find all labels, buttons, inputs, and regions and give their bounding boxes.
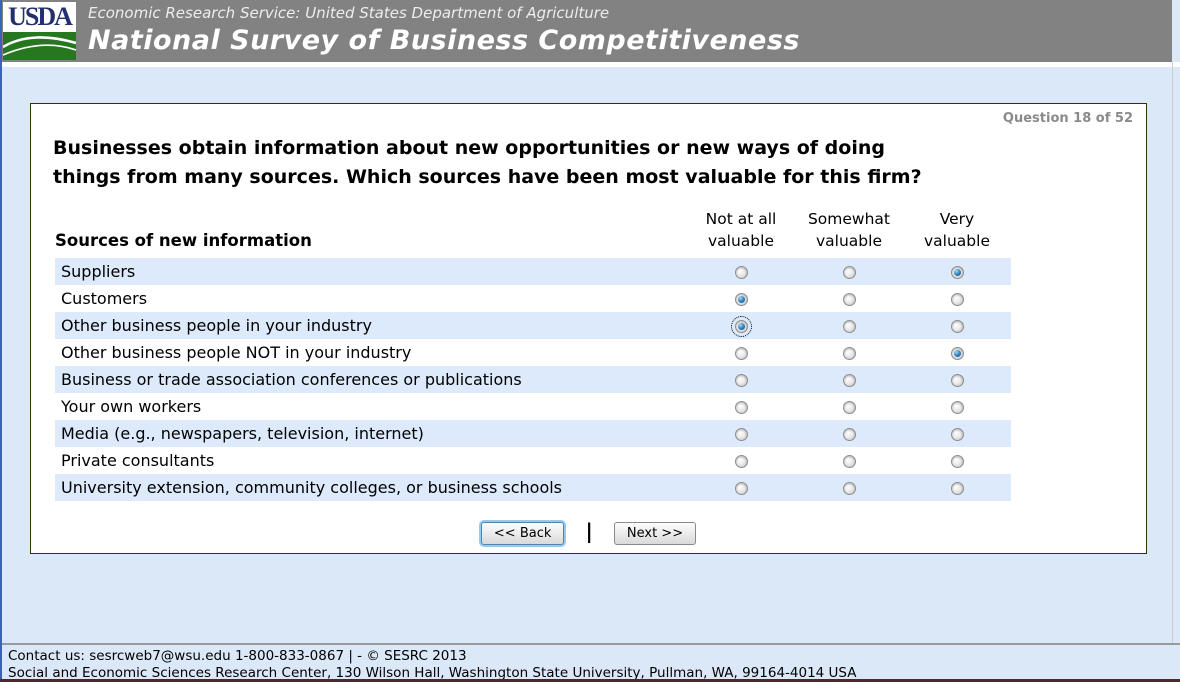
question-progress: Question 18 of 52: [1002, 111, 1133, 126]
radio-very-valuable[interactable]: [950, 266, 964, 279]
row-label: Media (e.g., newspapers, television, int…: [61, 424, 424, 443]
navigation-buttons: << Back | Next >>: [31, 519, 1146, 545]
radio-cell: [795, 258, 903, 285]
radio-cell: [903, 393, 1011, 420]
radio-cell: [687, 420, 795, 447]
radio-somewhat-valuable[interactable]: [842, 374, 856, 387]
radio-not-at-all-valuable[interactable]: [734, 455, 748, 468]
radio-cell: [795, 312, 903, 339]
button-separator: |: [585, 519, 593, 543]
table-row: University extension, community colleges…: [55, 474, 1011, 501]
table-row: Other business people NOT in your indust…: [55, 339, 1011, 366]
radio-cell: [795, 339, 903, 366]
sources-matrix-table: Sources of new information Not at all va…: [55, 208, 1011, 501]
survey-title: National Survey of Business Competitiven…: [88, 25, 800, 56]
question-card: Question 18 of 52 Businesses obtain info…: [30, 103, 1147, 554]
back-button[interactable]: << Back: [480, 521, 565, 545]
radio-cell: [687, 339, 795, 366]
radio-somewhat-valuable[interactable]: [842, 428, 856, 441]
matrix-row-header: Sources of new information: [55, 231, 312, 250]
radio-very-valuable[interactable]: [950, 347, 964, 360]
row-label: Your own workers: [61, 397, 202, 416]
row-label: Other business people in your industry: [61, 316, 372, 335]
radio-very-valuable[interactable]: [950, 320, 964, 333]
table-row: Your own workers: [55, 393, 1011, 420]
column-header-very: Very valuable: [924, 210, 990, 250]
table-row: Private consultants: [55, 447, 1011, 474]
window-right-edge: [1172, 62, 1173, 682]
radio-cell: [903, 339, 1011, 366]
radio-very-valuable[interactable]: [950, 455, 964, 468]
radio-not-at-all-valuable[interactable]: [734, 374, 748, 387]
row-label: Other business people NOT in your indust…: [61, 343, 412, 362]
window-bottom-edge: [0, 679, 1180, 682]
radio-somewhat-valuable[interactable]: [842, 347, 856, 360]
next-button[interactable]: Next >>: [613, 521, 697, 545]
radio-cell: [903, 312, 1011, 339]
radio-cell: [687, 366, 795, 393]
row-label: Suppliers: [61, 262, 136, 281]
radio-not-at-all-valuable[interactable]: [734, 401, 748, 414]
radio-cell: [903, 285, 1011, 312]
radio-cell: [795, 474, 903, 501]
radio-cell: [795, 393, 903, 420]
radio-cell: [687, 447, 795, 474]
radio-not-at-all-valuable[interactable]: [734, 266, 748, 279]
window-left-edge: [0, 0, 2, 682]
radio-cell: [687, 474, 795, 501]
column-header-not-at-all: Not at all valuable: [705, 210, 777, 250]
app-header: USDA Economic Research Service: United S…: [2, 0, 1172, 62]
row-label: Business or trade association conference…: [61, 370, 522, 389]
radio-somewhat-valuable[interactable]: [842, 482, 856, 495]
table-row: Customers: [55, 285, 1011, 312]
table-row: Other business people in your industry: [55, 312, 1011, 339]
radio-cell: [795, 366, 903, 393]
radio-cell: [903, 366, 1011, 393]
usda-field-icon: [3, 32, 76, 60]
column-header-somewhat: Somewhat valuable: [807, 210, 891, 250]
radio-not-at-all-valuable[interactable]: [734, 428, 748, 441]
radio-very-valuable[interactable]: [950, 374, 964, 387]
row-label: University extension, community colleges…: [61, 478, 563, 497]
radio-somewhat-valuable[interactable]: [842, 401, 856, 414]
radio-very-valuable[interactable]: [950, 428, 964, 441]
table-row: Suppliers: [55, 258, 1011, 285]
radio-somewhat-valuable[interactable]: [842, 455, 856, 468]
page-footer: Contact us: sesrcweb7@wsu.edu 1-800-833-…: [0, 643, 1180, 682]
table-row: Business or trade association conference…: [55, 366, 1011, 393]
radio-cell: [687, 393, 795, 420]
table-row: Media (e.g., newspapers, television, int…: [55, 420, 1011, 447]
radio-cell: [687, 312, 795, 339]
radio-not-at-all-valuable[interactable]: [734, 347, 748, 360]
radio-somewhat-valuable[interactable]: [842, 266, 856, 279]
usda-logo-text: USDA: [8, 2, 73, 31]
radio-very-valuable[interactable]: [950, 293, 964, 306]
question-text: Businesses obtain information about new …: [53, 137, 922, 188]
radio-not-at-all-valuable[interactable]: [734, 293, 748, 306]
row-label: Private consultants: [61, 451, 215, 470]
footer-address-line: Social and Economic Sciences Research Ce…: [8, 665, 857, 681]
radio-not-at-all-valuable[interactable]: [730, 316, 752, 337]
header-divider: [0, 62, 1180, 67]
radio-not-at-all-valuable[interactable]: [734, 482, 748, 495]
radio-cell: [903, 258, 1011, 285]
radio-cell: [903, 420, 1011, 447]
radio-very-valuable[interactable]: [950, 401, 964, 414]
row-label: Customers: [61, 289, 148, 308]
radio-cell: [687, 258, 795, 285]
radio-somewhat-valuable[interactable]: [842, 320, 856, 333]
radio-very-valuable[interactable]: [950, 482, 964, 495]
radio-somewhat-valuable[interactable]: [842, 293, 856, 306]
usda-logo: USDA: [3, 2, 76, 60]
footer-contact-line: Contact us: sesrcweb7@wsu.edu 1-800-833-…: [8, 648, 467, 664]
radio-cell: [903, 474, 1011, 501]
radio-cell: [687, 285, 795, 312]
radio-cell: [795, 285, 903, 312]
header-text-block: Economic Research Service: United States…: [88, 0, 1172, 56]
agency-line: Economic Research Service: United States…: [88, 4, 610, 22]
radio-cell: [903, 447, 1011, 474]
radio-cell: [795, 447, 903, 474]
radio-cell: [795, 420, 903, 447]
